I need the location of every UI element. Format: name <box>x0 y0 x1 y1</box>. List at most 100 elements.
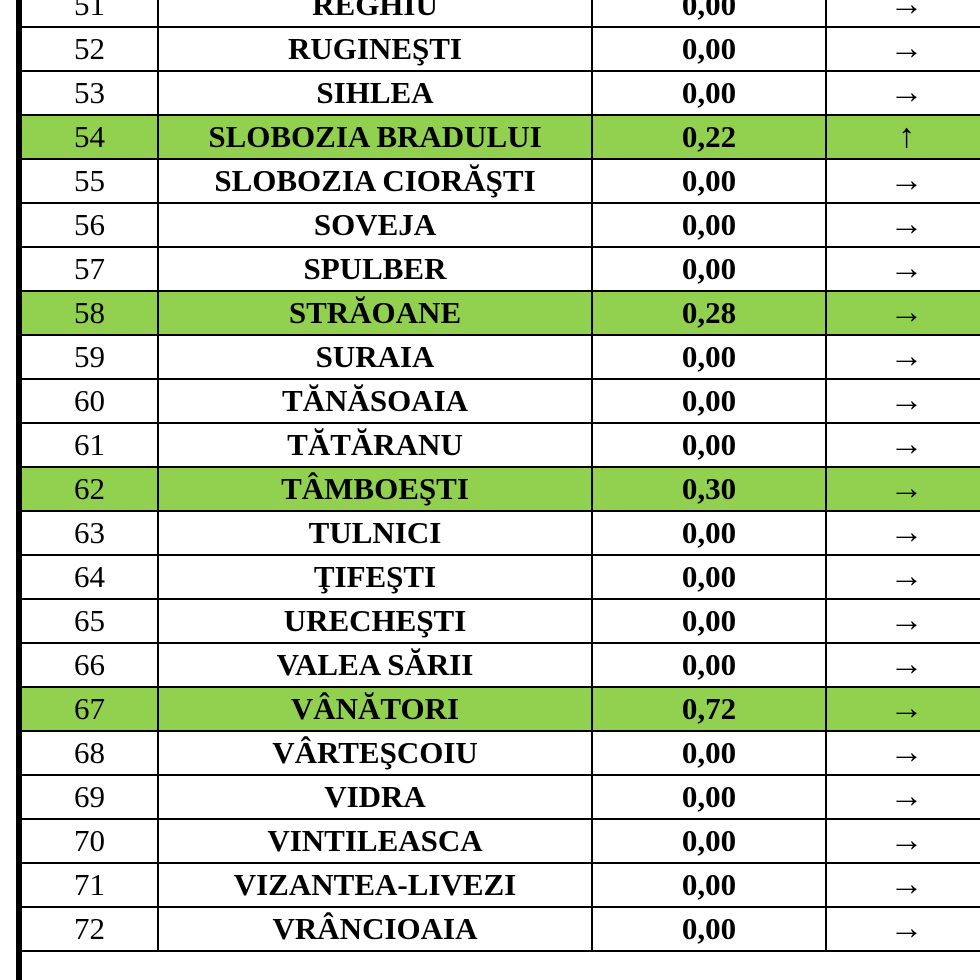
table-row: 70 VINTILEASCA 0,00 → <box>20 818 980 864</box>
table-row: 62 TÂMBOEŞTI 0,30 → <box>20 466 980 512</box>
trend: → <box>825 686 980 732</box>
row-number: 64 <box>20 554 159 600</box>
row-number: 54 <box>20 114 159 160</box>
row-number: 56 <box>20 202 159 248</box>
value: 0,00 <box>591 554 827 600</box>
value: 0,00 <box>591 818 827 864</box>
trend: → <box>825 642 980 688</box>
value: 0,00 <box>591 906 827 952</box>
location-name: RUGINEŞTI <box>157 26 593 72</box>
table-row: 52 RUGINEŞTI 0,00 → <box>20 26 980 72</box>
table-row: 60 TĂNĂSOAIA 0,00 → <box>20 378 980 424</box>
value: 0,00 <box>591 70 827 116</box>
frame <box>16 0 22 980</box>
row-number: 68 <box>20 730 159 776</box>
value: 0,22 <box>591 114 827 160</box>
value: 0,00 <box>591 158 827 204</box>
location-name: VINTILEASCA <box>157 818 593 864</box>
table-row: 71 VIZANTEA-LIVEZI 0,00 → <box>20 862 980 908</box>
trend: → <box>825 554 980 600</box>
trend: → <box>825 334 980 380</box>
location-name: SLOBOZIA BRADULUI <box>157 114 593 160</box>
table-row: 66 VALEA SĂRII 0,00 → <box>20 642 980 688</box>
location-name: URECHEŞTI <box>157 598 593 644</box>
trend: → <box>825 730 980 776</box>
row-number: 61 <box>20 422 159 468</box>
trend: → <box>825 510 980 556</box>
location-name: TĂNĂSOAIA <box>157 378 593 424</box>
row-number: 62 <box>20 466 159 512</box>
location-name: SLOBOZIA CIORĂŞTI <box>157 158 593 204</box>
trend: → <box>825 422 980 468</box>
row-number: 51 <box>20 0 159 28</box>
row-number: 66 <box>20 642 159 688</box>
row-number: 55 <box>20 158 159 204</box>
location-name: SPULBER <box>157 246 593 292</box>
row-number: 69 <box>20 774 159 820</box>
value: 0,72 <box>591 686 827 732</box>
location-name: STRĂOANE <box>157 290 593 336</box>
value: 0,00 <box>591 642 827 688</box>
row-number: 70 <box>20 818 159 864</box>
table-row: 65 URECHEŞTI 0,00 → <box>20 598 980 644</box>
value: 0,00 <box>591 730 827 776</box>
location-name: ŢIFEŞTI <box>157 554 593 600</box>
value: 0,00 <box>591 378 827 424</box>
trend: → <box>825 774 980 820</box>
row-number: 67 <box>20 686 159 732</box>
location-name: SURAIA <box>157 334 593 380</box>
table-row: 55 SLOBOZIA CIORĂŞTI 0,00 → <box>20 158 980 204</box>
row-number: 53 <box>20 70 159 116</box>
location-name: VRÂNCIOAIA <box>157 906 593 952</box>
location-name: VÂNĂTORI <box>157 686 593 732</box>
table-row: 53 SIHLEA 0,00 → <box>20 70 980 116</box>
location-name: TÂMBOEŞTI <box>157 466 593 512</box>
table-row: 61 TĂTĂRANU 0,00 → <box>20 422 980 468</box>
trend: → <box>825 598 980 644</box>
value: 0,30 <box>591 466 827 512</box>
value: 0,00 <box>591 26 827 72</box>
location-name: VIDRA <box>157 774 593 820</box>
value: 0,00 <box>591 598 827 644</box>
trend: → <box>825 246 980 292</box>
trend: → <box>825 290 980 336</box>
value: 0,00 <box>591 774 827 820</box>
value: 0,00 <box>591 510 827 556</box>
location-name: SOVEJA <box>157 202 593 248</box>
value: 0,00 <box>591 334 827 380</box>
row-number: 65 <box>20 598 159 644</box>
trend: → <box>825 906 980 952</box>
value: 0,00 <box>591 862 827 908</box>
value: 0,00 <box>591 202 827 248</box>
trend: → <box>825 202 980 248</box>
location-name: VALEA SĂRII <box>157 642 593 688</box>
trend: → <box>825 0 980 28</box>
table-row: 69 VIDRA 0,00 → <box>20 774 980 820</box>
trend: → <box>825 70 980 116</box>
trend: → <box>825 862 980 908</box>
trend: → <box>825 466 980 512</box>
row-number: 59 <box>20 334 159 380</box>
table-row: 63 TULNICI 0,00 → <box>20 510 980 556</box>
location-name: REGHIU <box>157 0 593 28</box>
location-name: VIZANTEA-LIVEZI <box>157 862 593 908</box>
row-number: 60 <box>20 378 159 424</box>
value: 0,00 <box>591 0 827 28</box>
table-row: 57 SPULBER 0,00 → <box>20 246 980 292</box>
trend: → <box>825 26 980 72</box>
table-row: 58 STRĂOANE 0,28 → <box>20 290 980 336</box>
table-row: 56 SOVEJA 0,00 → <box>20 202 980 248</box>
value: 0,00 <box>591 246 827 292</box>
trend: ↑ <box>825 114 980 160</box>
row-number: 72 <box>20 906 159 952</box>
row-number: 63 <box>20 510 159 556</box>
value: 0,28 <box>591 290 827 336</box>
trend: → <box>825 378 980 424</box>
row-number: 71 <box>20 862 159 908</box>
table-row: 64 ŢIFEŞTI 0,00 → <box>20 554 980 600</box>
table-row: 51 REGHIU 0,00 → <box>20 0 980 28</box>
location-name: SIHLEA <box>157 70 593 116</box>
row-number: 52 <box>20 26 159 72</box>
table: 51 REGHIU 0,00 → 52 RUGINEŞTI 0,00 → 53 SIHLEA 0,0… <box>20 0 980 952</box>
